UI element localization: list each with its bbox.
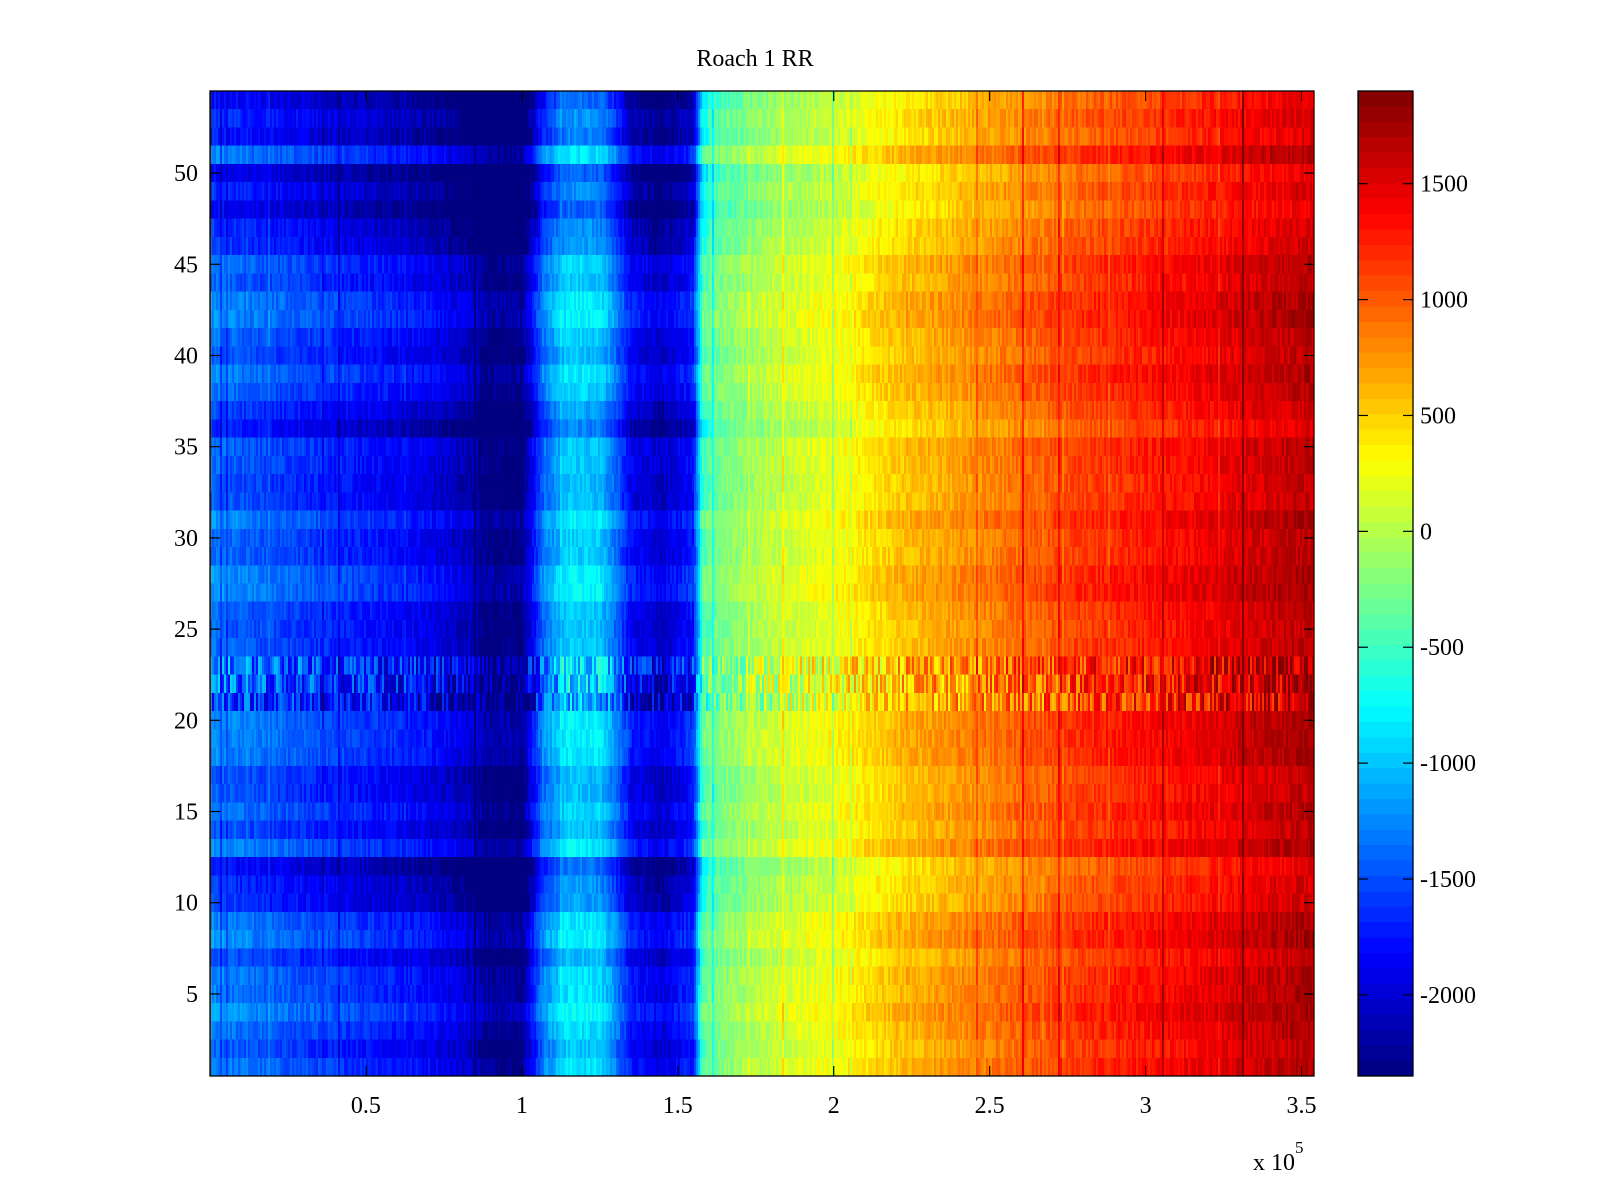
colorbar-tick-label: 1000 bbox=[1420, 288, 1468, 314]
x-tick-label: 3.5 bbox=[1287, 1093, 1317, 1119]
y-tick-label: 30 bbox=[174, 526, 198, 552]
x-tick-label: 1.5 bbox=[663, 1093, 693, 1119]
x-tick-label: 2 bbox=[828, 1093, 840, 1119]
colorbar-tick-label: -1500 bbox=[1420, 867, 1476, 893]
colorbar-tick-label: -500 bbox=[1420, 635, 1464, 661]
y-tick-label: 20 bbox=[174, 708, 198, 734]
x-tick-label: 1 bbox=[516, 1093, 528, 1119]
x-exponent-power: 5 bbox=[1295, 1138, 1304, 1157]
y-tick-label: 35 bbox=[174, 435, 198, 461]
x-axis-ticks: 0.5 1 1.5 2 2.5 3 3.5 bbox=[351, 91, 1317, 1119]
y-tick-label: 50 bbox=[174, 161, 198, 187]
y-tick-label: 15 bbox=[174, 800, 198, 826]
y-axis-ticks: 5 10 15 20 25 30 35 40 45 50 bbox=[174, 161, 1314, 1008]
colorbar-tick-label: 0 bbox=[1420, 519, 1432, 545]
colorbar-ticks: -2000 -1500 -1000 -500 0 500 1000 1500 bbox=[1358, 172, 1476, 1009]
chart-title: Roach 1 RR bbox=[696, 46, 813, 72]
heatmap-image bbox=[210, 91, 1314, 1076]
x-exponent-base: x 10 bbox=[1253, 1150, 1295, 1176]
y-tick-label: 10 bbox=[174, 891, 198, 917]
y-tick-label: 45 bbox=[174, 252, 198, 278]
x-tick-label: 2.5 bbox=[975, 1093, 1005, 1119]
plot-axes-box bbox=[209, 90, 1315, 1077]
colorbar-box bbox=[1357, 90, 1414, 1077]
x-tick-label: 3 bbox=[1140, 1093, 1152, 1119]
x-tick-label: 0.5 bbox=[351, 1093, 381, 1119]
colorbar-tick-label: 1500 bbox=[1420, 172, 1468, 198]
colorbar-tick-label: -1000 bbox=[1420, 751, 1476, 777]
x-exponent-label: x 105 bbox=[1253, 1138, 1304, 1176]
colorbar-tick-label: -2000 bbox=[1420, 983, 1476, 1009]
y-tick-label: 25 bbox=[174, 617, 198, 643]
y-tick-label: 5 bbox=[186, 982, 198, 1008]
colorbar-tick-label: 500 bbox=[1420, 403, 1456, 429]
colorbar-gradient bbox=[1358, 91, 1413, 1076]
y-tick-label: 40 bbox=[174, 343, 198, 369]
